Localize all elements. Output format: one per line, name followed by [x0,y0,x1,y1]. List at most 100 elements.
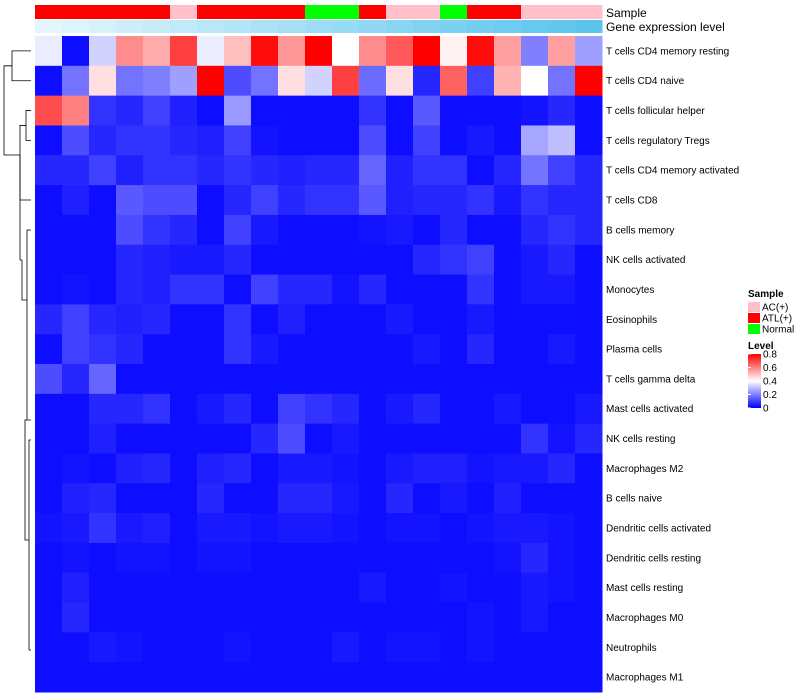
heatmap-cell [548,334,576,365]
sample-annotation-cell [116,5,144,19]
heatmap-cell [224,214,252,246]
heatmap-cell [521,602,549,633]
heatmap-cell [494,542,522,574]
heatmap-cell [359,393,387,425]
heatmap-cell [197,155,225,186]
heatmap-cell [251,364,279,395]
heatmap-cell [89,572,117,604]
heatmap-cell [278,185,306,216]
heatmap-cell [170,185,198,216]
sample-legend-swatch [748,302,760,312]
row-label: Mast cells resting [606,583,683,594]
heatmap-cell [575,513,603,544]
heatmap-cell [170,334,198,365]
annotation-labels: Sample Gene expression level [606,6,725,34]
heatmap-cell [359,304,387,335]
heatmap-cell [170,36,198,67]
heatmap-cell [386,602,414,633]
heatmap-cell [116,393,144,425]
heatmap-cell [305,304,333,335]
heatmap-cell [143,423,171,454]
heatmap-cell [62,125,90,156]
expression-annotation-cell [251,20,279,33]
heatmap-cell [170,95,198,126]
level-tick-label: 0.8 [763,350,777,361]
heatmap-cell [197,572,225,604]
heatmap-cell [305,662,333,693]
expression-annotation-cell [89,20,117,33]
heatmap-cell [251,513,279,544]
heatmap-cell [224,602,252,633]
heatmap-cell [494,155,522,186]
heatmap-cell [386,632,414,663]
heatmap-cell [440,364,468,395]
heatmap-cell [62,334,90,365]
row-label: T cells CD4 memory activated [606,166,739,177]
heatmap-cell [305,542,333,574]
heatmap-cell [359,274,387,305]
heatmap-cell [359,483,387,514]
heatmap-cell [440,185,468,216]
sample-annotation-cell [170,5,198,19]
expression-annotation-cell [575,20,603,33]
heatmap-cell [62,95,90,126]
sample-annotation-cell [62,5,90,19]
heatmap-cell [197,453,225,484]
heatmap-cell [359,185,387,216]
heatmap-cell [62,244,90,276]
dendrogram-branch [3,65,20,156]
heatmap-cell [197,423,225,454]
heatmap-cell [413,513,441,544]
heatmap-cell [440,125,468,156]
row-label: B cells naive [606,494,663,505]
heatmap-cell [521,542,549,574]
level-legend: Level 0.8 0.6 0.4 0.2 0 [748,341,777,415]
heatmap-cell [224,244,252,276]
expression-annotation-cell [35,20,63,33]
heatmap-cell [494,393,522,425]
sample-annotation-cell [494,5,522,19]
heatmap-cell [224,393,252,425]
heatmap-cell [251,542,279,574]
row-label: Dendritic cells activated [606,524,711,535]
heatmap-cell [305,185,333,216]
heatmap-cell [332,513,360,544]
heatmap-cell [386,65,414,97]
heatmap-cell [332,155,360,186]
heatmap-cell [143,274,171,305]
heatmap-cell [89,65,117,97]
heatmap-cell [197,483,225,514]
heatmap-cell [89,334,117,365]
heatmap-cell [89,632,117,663]
heatmap-cell [332,125,360,156]
expression-annotation-cell [224,20,252,33]
heatmap-cell [224,453,252,484]
sample-legend-swatch [748,313,760,323]
dendrogram-branch [11,50,31,82]
heatmap-cell [35,125,63,156]
heatmap-cell [413,632,441,663]
heatmap-cell [413,602,441,633]
row-label: Neutrophils [606,643,657,654]
heatmap-cell [251,304,279,335]
row-label: Plasma cells [606,345,662,356]
sample-annotation-cell [359,5,387,19]
heatmap-cell [521,662,549,693]
heatmap-cell [197,602,225,633]
heatmap-cell [467,185,495,216]
heatmap-cell [386,125,414,156]
heatmap-cell [197,185,225,216]
heatmap-cell [305,572,333,604]
sample-legend-label: ATL(+) [762,314,792,325]
heatmap-cell [332,185,360,216]
heatmap-cell [305,65,333,97]
heatmap-cell [521,214,549,246]
heatmap-cell [278,423,306,454]
heatmap-cell [575,95,603,126]
heatmap-cell [440,572,468,604]
heatmap-cell [548,632,576,663]
heatmap-cell [386,364,414,395]
heatmap-cell [170,572,198,604]
heatmap-cell [548,244,576,276]
heatmap-cell [143,602,171,633]
